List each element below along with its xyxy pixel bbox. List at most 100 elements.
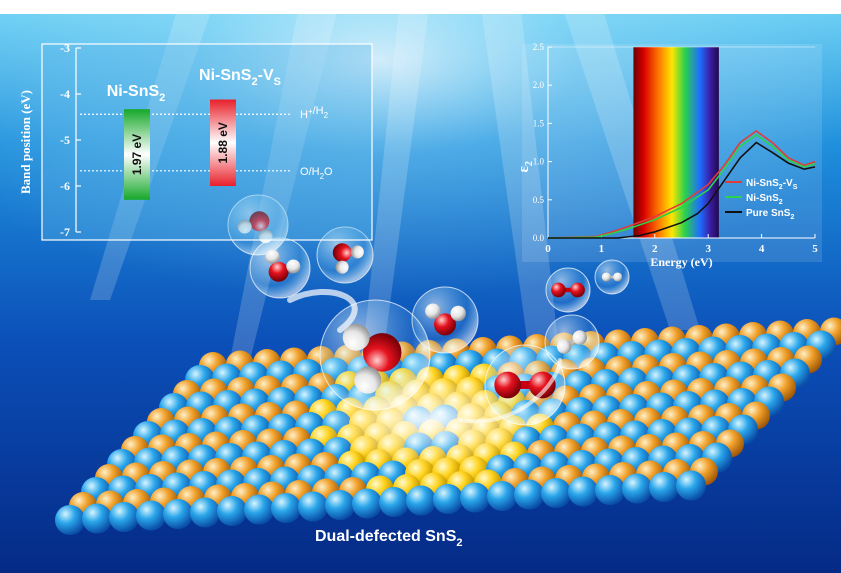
oxygen-atom xyxy=(434,313,456,336)
epsilon-plot: 0 1 2 3 4 5 0.0 0.5 1.0 1.5 2.0 2.5 Energy (eV) ε2 Ni-… xyxy=(516,42,818,269)
band-gap-label: 1.88 eV xyxy=(216,122,230,163)
redox-level-label: O/H2O xyxy=(300,166,333,181)
oxygen-atom xyxy=(268,261,289,282)
redox-level-label: H+/H2 xyxy=(300,105,329,121)
molecule-bubble xyxy=(411,286,479,354)
chart-series-line xyxy=(547,133,816,239)
lattice-atom xyxy=(379,487,409,517)
lattice-atom xyxy=(244,494,274,525)
band-ytick-label: -6 xyxy=(60,179,70,193)
bond xyxy=(511,381,539,389)
band-axis: -3 -4 -5 -6 -7 xyxy=(60,41,81,239)
oxygen-atom xyxy=(249,211,270,232)
band-panel-frame xyxy=(41,43,373,241)
bond xyxy=(607,275,617,279)
lattice-atom xyxy=(406,485,436,516)
chart-xtick-label: 0 xyxy=(545,243,551,255)
oxygen-atom xyxy=(529,371,556,399)
lattice-atom xyxy=(217,496,247,526)
chart-ytick-label: 0.0 xyxy=(533,233,545,243)
lattice-atom xyxy=(649,472,679,502)
hydrogen-atom xyxy=(335,260,349,274)
molecule-bubble xyxy=(545,267,591,313)
chart-ytick-label: 2.0 xyxy=(533,80,545,90)
lattice-atom xyxy=(190,497,220,528)
hydrogen-atom xyxy=(557,339,572,354)
chart-ytick-label: 2.5 xyxy=(533,42,545,52)
legend-label: Pure SnS2 xyxy=(746,208,794,221)
hydrogen-atom xyxy=(350,245,364,259)
chart-xlabel: Energy (eV) xyxy=(650,255,712,269)
band-ytick-label: -7 xyxy=(60,225,70,239)
band-gap-label: 1.97 eV xyxy=(130,134,144,175)
lattice-atom xyxy=(325,490,355,520)
material-label: Ni-SnS2-VS xyxy=(199,67,281,88)
band-gap-bar xyxy=(124,109,150,200)
lattice-atom xyxy=(460,482,490,513)
chart-xtick-label: 4 xyxy=(759,243,765,255)
chart-ytick-label: 1.0 xyxy=(533,157,545,167)
legend-label: Ni-SnS2 xyxy=(746,193,783,206)
band-ytick-label: -5 xyxy=(60,133,70,147)
chart-series-line xyxy=(548,141,816,239)
band-ylabel: Band position (eV) xyxy=(18,90,33,194)
lattice-atom xyxy=(676,470,706,501)
chart-xtick-label: 5 xyxy=(812,243,818,255)
lattice-atom xyxy=(136,500,166,531)
epsilon-chart: 0 1 2 3 4 5 0.0 0.5 1.0 1.5 2.0 2.5 Energy (eV) ε2 Ni-… xyxy=(516,42,822,269)
hydrogen-atom xyxy=(265,249,280,264)
band-position-panel: Band position (eV) -3 -4 -5 -6 -7 H+/H2 O/H2O… xyxy=(18,41,373,241)
lattice-atom xyxy=(163,499,193,529)
molecule-bubble xyxy=(316,226,374,284)
chart-series-line xyxy=(547,130,816,239)
material-label: Ni-SnS2 xyxy=(107,83,166,104)
lattice-atom xyxy=(82,503,112,534)
oxygen-atom xyxy=(551,282,566,298)
oxygen-atom xyxy=(362,333,402,372)
lattice-atom xyxy=(109,502,139,532)
light-rays xyxy=(90,0,700,380)
oxygen-atom xyxy=(570,282,585,298)
hydrogen-atom xyxy=(342,323,370,351)
slab-caption-text: Dual-defected SnS xyxy=(315,528,457,545)
bond xyxy=(560,287,576,293)
hydrogen-atom xyxy=(237,219,252,234)
hydrogen-atom xyxy=(613,272,623,282)
reaction-trail xyxy=(287,289,358,333)
lattice-atom xyxy=(433,484,463,514)
molecule-bubble xyxy=(544,314,600,370)
lattice-atom xyxy=(622,473,652,504)
legend-label: Ni-SnS2-VS xyxy=(746,178,798,191)
band-bars: 1.97 eV Ni-SnS2 1.88 eV Ni-SnS2-VS xyxy=(107,67,281,200)
top-margin xyxy=(0,0,841,14)
redox-levels: H+/H2 O/H2O xyxy=(80,105,333,181)
slab-caption-sub: 2 xyxy=(456,537,462,549)
molecules-layer xyxy=(227,194,630,426)
hydrogen-atom xyxy=(450,305,466,322)
chart-ytick-label: 1.5 xyxy=(533,118,545,128)
band-ytick-label: -3 xyxy=(60,41,70,55)
lattice-atom xyxy=(514,479,544,510)
lattice-atom xyxy=(271,493,301,523)
chart-ytick-label: 0.5 xyxy=(533,195,545,205)
lattice-atom xyxy=(568,476,598,507)
lattice-atom xyxy=(595,475,625,505)
oxygen-atom xyxy=(332,243,352,262)
chart-xtick-label: 2 xyxy=(652,243,658,255)
slab-caption: Dual-defected SnS2 xyxy=(315,528,462,549)
hydrogen-atom xyxy=(425,303,441,319)
molecule-bubble xyxy=(249,237,311,299)
hydrogen-atom xyxy=(354,366,382,394)
lattice-atom xyxy=(352,488,382,519)
chart-xtick-label: 1 xyxy=(599,243,605,255)
band-gap-bar xyxy=(210,99,236,186)
molecule-bubble xyxy=(594,259,630,295)
chart-xtick-label: 3 xyxy=(705,243,711,255)
hydrogen-atom xyxy=(572,330,587,345)
lattice-atom xyxy=(55,505,85,535)
lattice-atom xyxy=(541,478,571,508)
band-ytick-label: -4 xyxy=(60,87,70,101)
molecule-bubble xyxy=(319,299,431,411)
hydrogen-atom xyxy=(601,272,611,282)
